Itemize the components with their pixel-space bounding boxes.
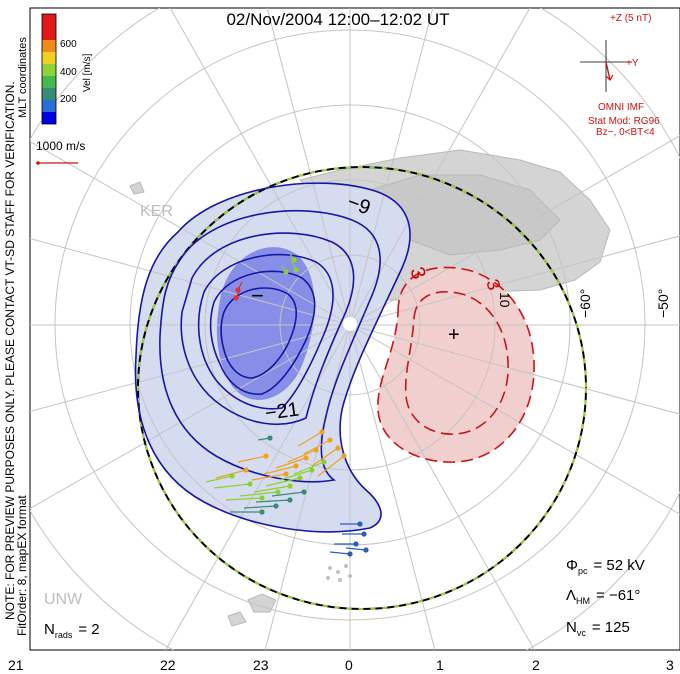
colorbar-swatch-4 xyxy=(42,64,56,76)
colorbar-swatch-3 xyxy=(42,76,56,88)
station-label-ker: KER xyxy=(140,203,173,220)
mlt-coordinates-note: MLT coordinates xyxy=(17,37,29,118)
colorbar-swatch-7 xyxy=(42,14,56,40)
potential-minimum-marker: − xyxy=(251,283,264,308)
magnetic-pole-marker xyxy=(343,317,357,331)
station-label-unw: UNW xyxy=(44,591,83,608)
colorbar-swatch-2 xyxy=(42,88,56,100)
imf-condition: Bz−, 0<BT<4 xyxy=(596,127,655,138)
colorbar-tick-200: 200 xyxy=(60,94,77,105)
latitude-label-50: −50° xyxy=(655,289,671,318)
heppner-maynard-boundary-dash xyxy=(137,166,587,610)
stat-n-rads: Nrads = 2 xyxy=(44,621,100,640)
contour-label-neg21: −21 xyxy=(264,398,301,425)
mlt-tick-1: 1 xyxy=(436,657,444,673)
mlt-tick-0: 0 xyxy=(345,657,353,673)
stat-n-vc: Nvc = 125 xyxy=(566,619,630,638)
colorbar-swatch-6 xyxy=(42,40,56,52)
mlt-tick-23: 23 xyxy=(253,657,269,673)
colorbar-swatch-1 xyxy=(42,100,56,112)
imf-vector xyxy=(605,61,611,81)
positive-contours xyxy=(377,266,535,463)
imf-z-label: +Z (5 nT) xyxy=(610,13,651,24)
negative-contours xyxy=(134,182,411,533)
mlt-tick-21: 21 xyxy=(8,657,24,673)
velocity-scale-label: 1000 m/s xyxy=(36,139,85,153)
colorbar-tick-600: 600 xyxy=(60,39,77,50)
latitude-label-60: −60° xyxy=(577,289,593,318)
fitorder-note: FitOrder: 8, mapEX format xyxy=(15,495,29,636)
preview-note: NOTE: FOR PREVIEW PURPOSES ONLY. PLEASE … xyxy=(3,81,17,620)
mlt-tick-2: 2 xyxy=(532,657,540,673)
velocity-colorbar: 600 400 200 Vel [m/s] xyxy=(41,13,93,125)
imf-source: OMNI IMF xyxy=(598,102,644,113)
stat-model: Stat Mod: RG96 xyxy=(588,116,660,127)
colorbar-label: Vel [m/s] xyxy=(82,53,93,92)
mlt-tick-22: 22 xyxy=(160,657,176,673)
mlt-axis: 21 22 23 0 1 2 3 xyxy=(8,657,674,673)
map-title: 02/Nov/2004 12:00–12:02 UT xyxy=(226,10,449,29)
stats-panel: Φpc = 52 kV ΛHM = −61° Nvc = 125 Nrads = 2 xyxy=(44,557,645,640)
imf-clock: +Z (5 nT) +Y OMNI IMF Stat Mod: RG96 Bz−… xyxy=(580,13,660,138)
colorbar-tick-400: 400 xyxy=(60,67,77,78)
potential-maximum-marker: + xyxy=(448,324,460,346)
colorbar-swatch-5 xyxy=(42,52,56,64)
mlt-tick-3: 3 xyxy=(666,657,674,673)
velocity-vectors xyxy=(205,253,369,582)
imf-y-label: +Y xyxy=(626,58,639,69)
contour-label-pos10: 10 xyxy=(497,292,513,308)
stat-lambda-hm: ΛHM = −61° xyxy=(566,587,640,606)
colorbar-swatch-0 xyxy=(42,112,56,124)
stat-phi-pc: Φpc = 52 kV xyxy=(566,557,645,576)
